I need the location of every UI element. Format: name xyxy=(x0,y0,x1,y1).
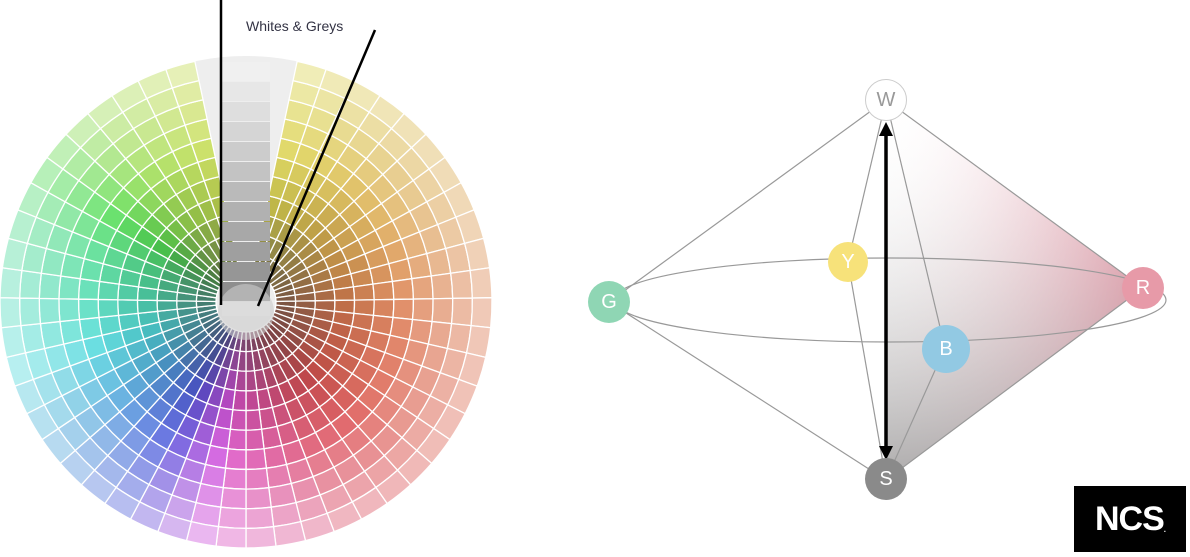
node-label: W xyxy=(876,88,896,111)
node-white: W xyxy=(865,79,907,121)
color-swatch xyxy=(469,267,493,299)
color-swatch xyxy=(333,286,356,302)
logo-text: NCS xyxy=(1094,499,1165,538)
node-blue: B xyxy=(922,325,970,373)
color-swatch xyxy=(450,297,473,327)
color-swatch xyxy=(352,283,375,301)
node-green: G xyxy=(588,281,630,323)
color-swatch xyxy=(245,467,270,490)
node-label: B xyxy=(939,337,953,360)
grey-swatch xyxy=(222,222,270,241)
color-swatch xyxy=(245,486,272,510)
color-swatch xyxy=(224,447,247,471)
color-swatch xyxy=(411,298,434,323)
grey-swatch xyxy=(222,82,270,101)
color-swatch xyxy=(97,298,120,319)
color-swatch xyxy=(430,272,454,300)
ncs-color-fan xyxy=(0,0,493,549)
color-swatch xyxy=(19,297,42,327)
node-label: G xyxy=(601,290,617,313)
color-swatch xyxy=(165,60,200,89)
color-swatch xyxy=(391,277,415,301)
node-black: S xyxy=(865,458,907,500)
color-swatch xyxy=(58,298,81,323)
color-swatch xyxy=(245,389,260,412)
whites-greys-caption: Whites & Greys xyxy=(246,18,344,34)
color-swatch xyxy=(77,298,100,321)
color-swatch xyxy=(215,525,247,549)
color-swatch xyxy=(245,370,258,392)
grey-swatch xyxy=(222,62,270,81)
node-red: R xyxy=(1122,267,1164,309)
color-swatch xyxy=(0,297,22,329)
grey-swatch xyxy=(222,162,270,181)
arrowhead-up xyxy=(879,122,893,136)
color-swatch xyxy=(245,409,263,431)
pointer-line xyxy=(256,29,377,307)
color-swatch xyxy=(222,467,247,490)
color-swatch xyxy=(372,280,395,301)
node-label: R xyxy=(1135,276,1151,299)
ncs-color-space-diagram xyxy=(608,99,1167,481)
color-swatch xyxy=(0,324,27,359)
color-swatch xyxy=(77,277,101,301)
color-swatch xyxy=(245,506,275,530)
grey-swatch xyxy=(222,242,270,261)
arrowhead-down xyxy=(879,446,893,460)
color-swatch xyxy=(38,297,61,325)
fan-hub xyxy=(218,284,274,340)
color-swatch xyxy=(0,267,23,299)
color-swatch xyxy=(58,275,81,300)
ncs-logo: NCS. xyxy=(1074,486,1186,552)
grey-shade xyxy=(886,100,1143,480)
color-swatch xyxy=(245,525,277,549)
color-swatch xyxy=(217,506,247,530)
color-swatch xyxy=(117,299,139,317)
color-swatch xyxy=(136,299,159,315)
logo-mark: . xyxy=(1163,525,1166,534)
color-swatch xyxy=(156,299,178,313)
color-swatch xyxy=(176,300,198,310)
grey-swatch xyxy=(222,182,270,201)
color-swatch xyxy=(372,298,395,319)
color-swatch xyxy=(449,269,473,300)
grey-swatch xyxy=(222,102,270,121)
node-yellow: Y xyxy=(828,242,868,282)
color-swatch xyxy=(411,275,434,300)
color-swatch xyxy=(431,297,454,325)
grey-swatch xyxy=(222,262,270,281)
color-swatch xyxy=(245,447,268,471)
color-swatch xyxy=(78,316,103,341)
color-swatch xyxy=(465,324,492,359)
grey-swatch xyxy=(222,142,270,161)
grey-swatch xyxy=(222,202,270,221)
grey-swatch xyxy=(222,122,270,141)
color-swatch xyxy=(38,272,62,300)
color-swatch xyxy=(227,428,247,451)
color-swatch xyxy=(245,428,265,451)
node-label: Y xyxy=(841,250,855,273)
color-swatch xyxy=(19,269,43,300)
color-swatch xyxy=(470,297,493,329)
color-swatch xyxy=(392,298,415,321)
color-swatch xyxy=(220,486,247,510)
color-swatch xyxy=(313,288,336,302)
node-label: S xyxy=(879,467,893,490)
